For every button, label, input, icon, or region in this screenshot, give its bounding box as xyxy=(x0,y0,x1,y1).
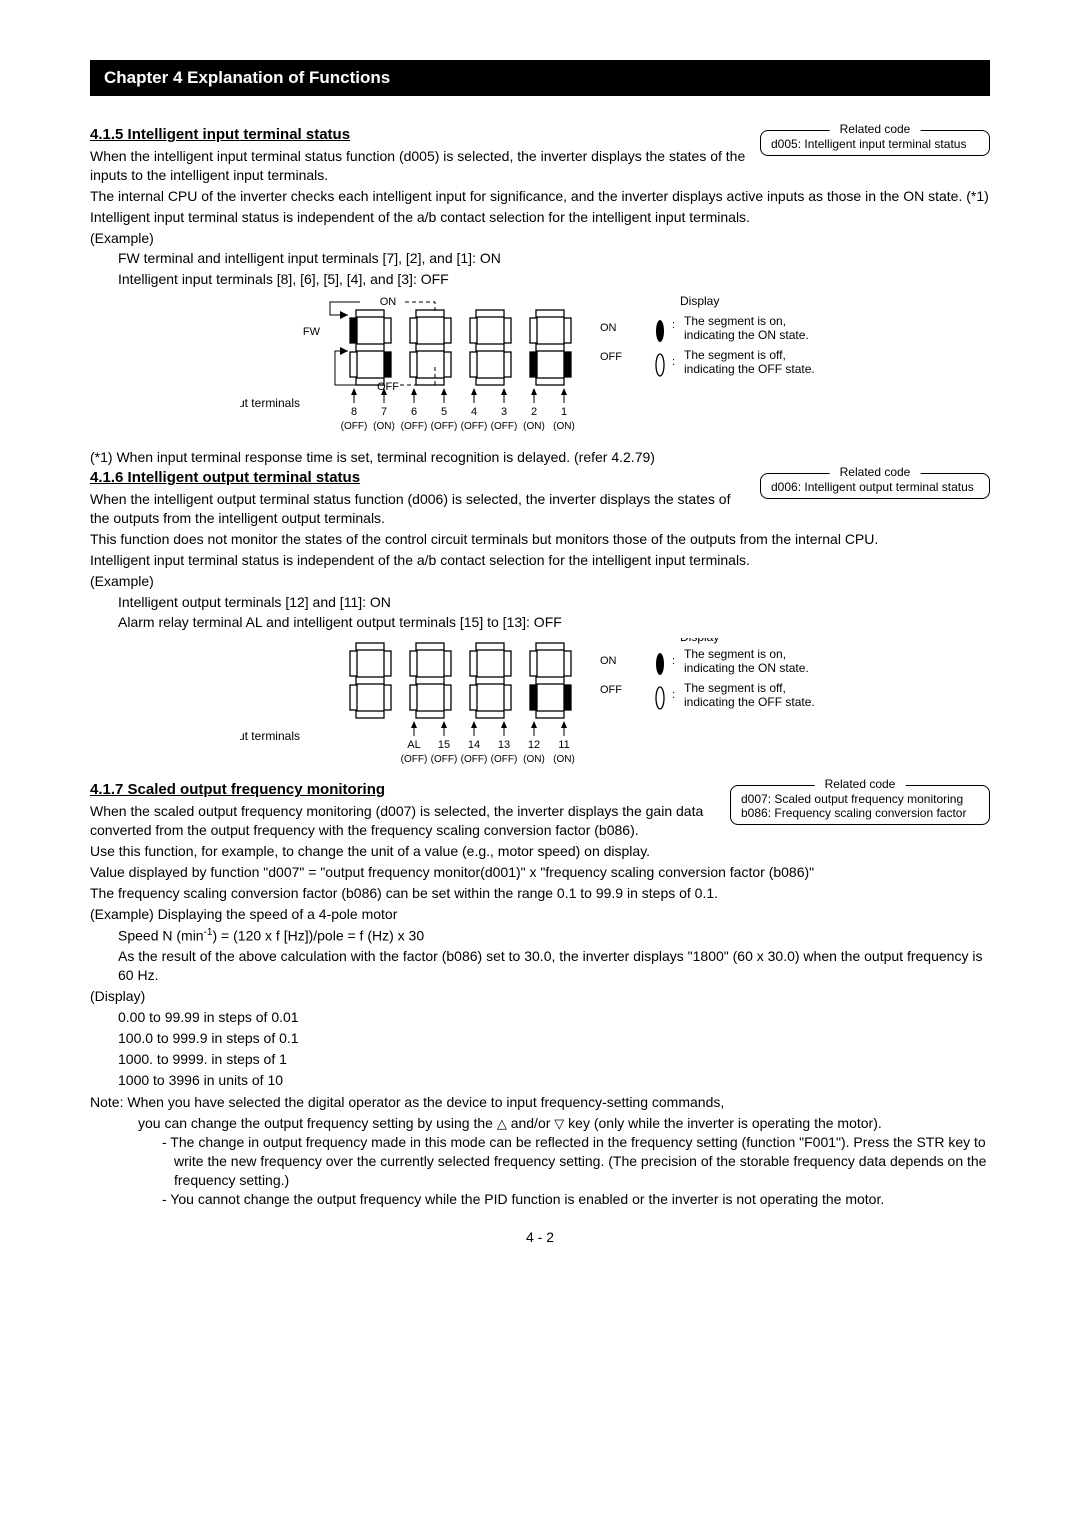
related-item: d006: Intelligent output terminal status xyxy=(771,480,974,494)
svg-text:4: 4 xyxy=(471,406,477,418)
svg-text:8: 8 xyxy=(351,406,357,418)
svg-text:5: 5 xyxy=(441,406,447,418)
figure-415: ON FW OFF xyxy=(240,295,990,440)
svg-text:AL: AL xyxy=(407,739,420,751)
svg-text:indicating the OFF state.: indicating the OFF state. xyxy=(684,362,815,376)
svg-text:The segment is off,: The segment is off, xyxy=(684,681,786,695)
svg-text:3: 3 xyxy=(501,406,507,418)
section-415-title: 4.1.5 Intelligent input terminal status xyxy=(90,126,748,143)
s416-example-head: (Example) xyxy=(90,572,990,591)
svg-text:The segment is off,: The segment is off, xyxy=(684,348,786,362)
svg-text:OFF: OFF xyxy=(600,351,622,363)
section-417-title: 4.1.7 Scaled output frequency monitoring xyxy=(90,781,718,798)
svg-text:indicating the ON state.: indicating the ON state. xyxy=(684,661,809,675)
svg-text:11: 11 xyxy=(558,739,569,751)
s417-d2: 100.0 to 999.9 in steps of 0.1 xyxy=(118,1029,990,1048)
svg-text:Intelligent input terminals: Intelligent input terminals xyxy=(240,396,300,410)
svg-text:(OFF): (OFF) xyxy=(431,421,458,432)
svg-text:13: 13 xyxy=(498,739,510,751)
s416-p2: This function does not monitor the state… xyxy=(90,530,990,549)
s417-p1: When the scaled output frequency monitor… xyxy=(90,802,718,840)
svg-text:(OFF): (OFF) xyxy=(461,421,488,432)
svg-text:FW: FW xyxy=(303,326,321,338)
svg-text:(ON): (ON) xyxy=(553,754,575,765)
s417-p2: Use this function, for example, to chang… xyxy=(90,842,990,861)
svg-text:OFF: OFF xyxy=(600,684,622,696)
related-legend: Related code xyxy=(830,122,921,136)
s417-ex-head: (Example) Displaying the speed of a 4-po… xyxy=(90,905,990,924)
svg-text::: : xyxy=(672,356,675,368)
svg-text:ON: ON xyxy=(600,655,617,667)
svg-text:Intelligent input terminals: Intelligent input terminals xyxy=(240,729,300,743)
s417-d4: 1000 to 3996 in units of 10 xyxy=(118,1071,990,1090)
svg-text:Display: Display xyxy=(680,295,719,308)
s415-p2: The internal CPU of the inverter checks … xyxy=(90,187,990,206)
related-legend: Related code xyxy=(830,465,921,479)
svg-text:6: 6 xyxy=(411,406,417,418)
related-legend: Related code xyxy=(815,777,906,791)
svg-text:(OFF): (OFF) xyxy=(341,421,368,432)
svg-text:(OFF): (OFF) xyxy=(401,421,428,432)
svg-text:The segment is on,: The segment is on, xyxy=(684,647,786,661)
svg-text:2: 2 xyxy=(531,406,537,418)
related-item2: b086: Frequency scaling conversion facto… xyxy=(741,806,979,820)
s415-ex1: FW terminal and intelligent input termin… xyxy=(118,249,990,268)
s416-ex2: Alarm relay terminal AL and intelligent … xyxy=(118,613,990,632)
svg-text:indicating the ON state.: indicating the ON state. xyxy=(684,328,809,342)
note2: - The change in output frequency made in… xyxy=(162,1133,990,1190)
s416-p3: Intelligent input terminal status is ind… xyxy=(90,551,990,570)
svg-text::: : xyxy=(672,689,675,701)
svg-text:(ON): (ON) xyxy=(553,421,575,432)
note3: - You cannot change the output frequency… xyxy=(162,1190,990,1209)
note1: you can change the output frequency sett… xyxy=(138,1114,990,1133)
svg-text:OFF: OFF xyxy=(377,381,399,393)
s417-disp-head: (Display) xyxy=(90,987,990,1006)
up-triangle-icon: △ xyxy=(497,1116,507,1131)
svg-text:(OFF): (OFF) xyxy=(491,421,518,432)
svg-text:(ON): (ON) xyxy=(523,754,545,765)
svg-text:15: 15 xyxy=(438,739,450,751)
s417-p3: Value displayed by function "d007" = "ou… xyxy=(90,863,990,882)
related-code-417: Related code d007: Scaled output frequen… xyxy=(730,785,990,825)
svg-text:ON: ON xyxy=(600,322,617,334)
svg-text:1: 1 xyxy=(561,406,567,418)
s415-ex2: Intelligent input terminals [8], [6], [5… xyxy=(118,270,990,289)
svg-text:(ON): (ON) xyxy=(523,421,545,432)
svg-text:14: 14 xyxy=(468,739,480,751)
s416-p1: When the intelligent output terminal sta… xyxy=(90,490,748,528)
note-head: Note: When you have selected the digital… xyxy=(90,1093,990,1112)
svg-text:12: 12 xyxy=(528,739,540,751)
related-item: d005: Intelligent input terminal status xyxy=(771,137,966,151)
s416-ex1: Intelligent output terminals [12] and [1… xyxy=(118,593,990,612)
svg-text:(ON): (ON) xyxy=(373,421,395,432)
s417-ex-line2: As the result of the above calculation w… xyxy=(118,947,990,985)
svg-text:(OFF): (OFF) xyxy=(461,754,488,765)
related-item1: d007: Scaled output frequency monitoring xyxy=(741,792,979,806)
s417-p4: The frequency scaling conversion factor … xyxy=(90,884,990,903)
svg-text:indicating the OFF state.: indicating the OFF state. xyxy=(684,695,815,709)
s415-example-head: (Example) xyxy=(90,229,990,248)
figure-416: ON OFF Display : The segment is on, indi… xyxy=(240,638,990,773)
svg-text:ON: ON xyxy=(380,296,397,308)
leg-on: The segment is on, xyxy=(684,314,786,328)
s417-ex-line1: Speed N (min-1) = (120 x f [Hz])/pole = … xyxy=(118,926,990,946)
down-triangle-icon: ▽ xyxy=(554,1116,564,1131)
related-code-415: Related code d005: Intelligent input ter… xyxy=(760,130,990,156)
svg-text:(OFF): (OFF) xyxy=(431,754,458,765)
svg-text:Display: Display xyxy=(680,638,719,644)
page-number: 4 - 2 xyxy=(90,1229,990,1245)
s417-d3: 1000. to 9999. in steps of 1 xyxy=(118,1050,990,1069)
s415-p3: Intelligent input terminal status is ind… xyxy=(90,208,990,227)
related-code-416: Related code d006: Intelligent output te… xyxy=(760,473,990,499)
s417-d1: 0.00 to 99.99 in steps of 0.01 xyxy=(118,1008,990,1027)
svg-text:(OFF): (OFF) xyxy=(491,754,518,765)
s415-p1: When the intelligent input terminal stat… xyxy=(90,147,748,185)
chapter-header: Chapter 4 Explanation of Functions xyxy=(90,60,990,96)
svg-text:7: 7 xyxy=(381,406,387,418)
svg-text:(OFF): (OFF) xyxy=(401,754,428,765)
svg-text::: : xyxy=(672,655,675,667)
svg-text::: : xyxy=(672,319,675,331)
section-416-title: 4.1.6 Intelligent output terminal status xyxy=(90,469,748,486)
